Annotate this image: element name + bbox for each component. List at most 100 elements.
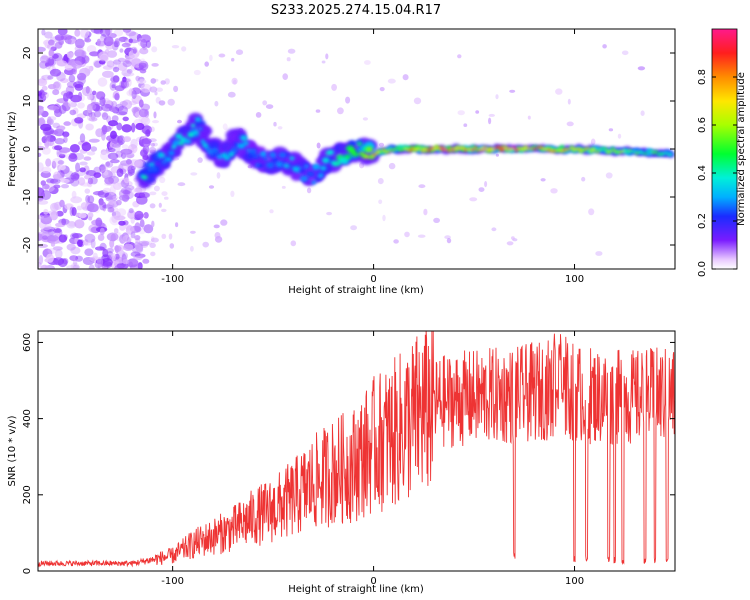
noise-blob [108,120,118,127]
ridge-mark [243,141,249,146]
noise-blob [55,249,63,259]
noise-blob [116,168,124,178]
noise-blob [104,161,114,168]
noise-blob [269,209,274,214]
ridge-mark [171,144,177,149]
noise-blob [109,81,117,91]
noise-blob [84,233,96,243]
noise-blob [54,34,64,41]
noise-blob [540,178,546,182]
noise-blob [193,69,201,76]
noise-blob [446,238,452,244]
noise-blob [106,60,115,68]
noise-blob [99,96,106,107]
noise-blob [197,157,203,163]
noise-blob [121,124,132,133]
noise-blob [495,94,499,100]
noise-blob [38,141,42,147]
ridge-mark [386,150,391,153]
noise-blob [134,210,144,221]
noise-blob [139,47,149,55]
noise-blob [104,177,114,185]
spectrogram-x-axis-label: Height of straight line (km) [288,285,424,296]
ridge-mark [410,147,415,151]
noise-blob [139,191,151,199]
noise-blob [109,206,115,213]
noise-blob [202,241,209,248]
noise-blob [82,241,93,246]
noise-blob [495,153,499,157]
noise-blob [149,149,156,154]
noise-blob [488,113,495,117]
ridge-mark [497,146,502,149]
colorbar-label: Normalized spectral amplitude [736,72,747,226]
noise-blob [52,122,60,129]
noise-blob [154,91,158,96]
noise-blob [190,245,194,252]
noise-blob [110,130,117,139]
noise-blob [38,105,44,115]
noise-blob [62,131,70,138]
noise-blob [138,62,147,69]
noise-blob [122,259,129,265]
noise-blob [121,42,131,48]
noise-blob [123,135,132,143]
ridge-mark [322,157,330,164]
noise-blob [93,172,102,179]
noise-blob [321,60,326,64]
noise-blob [46,178,59,184]
colorbar-tick-label: 0.0 [697,261,708,277]
noise-blob [506,241,514,246]
noise-blob [290,240,297,247]
spectrogram-x-ticks: -100 0 100 [161,29,584,285]
noise-blob [84,248,94,256]
noise-blob [160,80,166,85]
noise-blob [61,170,74,178]
noise-blob [124,177,130,184]
ridge-mark [434,145,439,149]
noise-blob [140,116,151,126]
noise-blob [78,50,87,58]
ridge-mark [531,147,535,150]
ridge-mark [237,143,245,149]
noise-blob [139,149,148,157]
noise-blob [99,163,106,174]
noise-blob [216,172,221,179]
noise-blob [79,133,86,143]
figure-title: S233.2025.274.15.04.R17 [271,3,441,18]
noise-blob [95,91,105,100]
ridge-mark [143,162,151,168]
noise-blob [171,45,180,49]
noise-blob [64,64,73,71]
noise-blob [41,91,49,99]
noise-blob [220,219,228,226]
ridge-mark [511,146,516,150]
noise-blob [87,195,95,204]
noise-blob [100,258,113,267]
noise-blob [222,123,228,130]
noise-blob [138,108,149,118]
noise-blob [126,258,139,268]
x-tick-label: 0 [370,576,376,587]
noise-blob [79,167,86,173]
ridge-mark [610,147,615,151]
ridge-mark [490,147,494,151]
ridge-mark [246,148,252,153]
noise-blob [135,75,141,82]
noise-blob [122,116,129,122]
ridge-mark [406,148,410,151]
noise-blob [149,242,156,248]
snr-x-ticks: -100 0 100 [161,331,584,587]
ridge-mark [408,149,412,152]
noise-blob [484,181,488,188]
ridge-mark [365,146,373,153]
noise-blob [38,190,45,198]
noise-blob [43,226,56,232]
ridge-mark [259,151,267,157]
noise-blob [47,104,59,110]
noise-blob [50,178,61,185]
noise-blob [38,200,49,205]
noise-blob [71,233,83,239]
noise-blob [387,78,396,84]
